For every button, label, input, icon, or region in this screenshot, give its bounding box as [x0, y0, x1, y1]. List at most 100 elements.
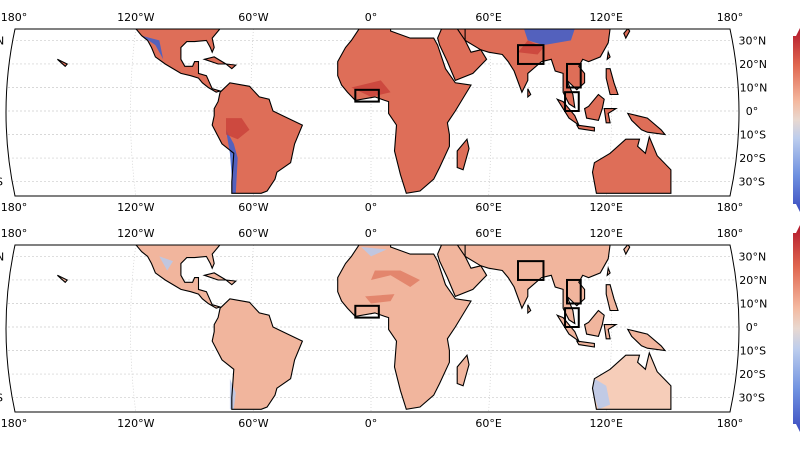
longitude-label-bottom: 180°	[1, 417, 28, 430]
landmass-madagascar	[457, 355, 469, 386]
coastline-borneo	[583, 309, 605, 338]
latitude-label: 20°S	[739, 368, 765, 381]
longitude-label-bottom: 120°E	[589, 417, 622, 430]
landmass-australia	[592, 352, 671, 410]
latitude-label: 30°S	[739, 176, 765, 189]
longitude-label-bottom: 120°E	[589, 201, 622, 214]
landmass-north-america	[135, 245, 221, 309]
coastline-philippines	[605, 68, 619, 96]
coastline-sri-lanka	[527, 304, 532, 315]
landmass-java	[576, 125, 595, 131]
coastline-new-guinea	[626, 328, 667, 352]
coastline-borneo	[583, 93, 605, 122]
longitude-gridline	[488, 245, 492, 412]
longitude-label-bottom: 60°E	[475, 201, 501, 214]
longitude-label-bottom: 180°	[1, 201, 28, 214]
landmass-africa	[337, 245, 471, 410]
latitude-label: 30°N	[739, 34, 767, 47]
coastline-sumatra	[555, 98, 581, 127]
landmass-borneo	[584, 94, 605, 121]
latitude-label-left-clipped: N	[0, 250, 4, 263]
landmass-java	[576, 341, 595, 347]
landmass-africa	[337, 29, 471, 194]
coastline-africa	[337, 29, 472, 194]
latitude-label: 10°S	[740, 129, 766, 142]
latitude-label: 20°S	[739, 152, 765, 165]
coastline-hispaniola	[224, 279, 238, 286]
landmass-south-america	[212, 298, 303, 410]
longitude-label-top: 180°	[717, 11, 744, 24]
longitude-label-top: 180°	[1, 11, 28, 24]
coastline-hawaii	[57, 58, 69, 68]
map-area	[6, 29, 739, 196]
longitude-label-bottom: 0°	[365, 417, 378, 430]
coastline-sulawesi	[603, 108, 618, 124]
landmass-arabia	[437, 29, 487, 81]
longitude-gridline	[130, 29, 137, 196]
coastline-north-america	[134, 245, 223, 309]
colorbar	[793, 225, 800, 432]
longitude-label-top: 60°E	[475, 227, 501, 240]
longitude-label-bottom: 60°E	[475, 417, 501, 430]
longitude-label-top: 60°W	[238, 11, 268, 24]
longitude-label-bottom: 0°	[365, 201, 378, 214]
coastline-taiwan	[606, 266, 611, 277]
warm-anomaly-patch	[518, 40, 544, 55]
longitude-label-top: 180°	[1, 227, 28, 240]
study-region-box	[354, 304, 380, 319]
landmass-sumatra	[557, 99, 579, 126]
coastline-africa	[337, 245, 472, 410]
landmass-madagascar	[457, 139, 469, 170]
cold-anomaly-patch	[159, 256, 173, 271]
cold-anomaly-patch	[592, 378, 611, 410]
landmass-new-guinea	[627, 329, 665, 351]
warm-anomaly-patch	[371, 270, 420, 287]
landmass-arabia	[437, 245, 487, 297]
coastline-sri-lanka	[527, 88, 532, 99]
longitude-label-top: 120°E	[589, 227, 622, 240]
landmass-borneo	[584, 310, 605, 337]
longitude-label-top: 180°	[717, 227, 744, 240]
landmass-sumatra	[557, 315, 579, 342]
landmass-sulawesi	[604, 324, 616, 339]
coastline-south-america	[211, 298, 304, 410]
landmass-cuba	[204, 56, 226, 64]
landmass-new-guinea	[627, 113, 665, 135]
longitude-label-top: 0°	[365, 11, 378, 24]
coastline-java	[575, 124, 595, 132]
coastline-japan	[623, 29, 631, 40]
cold-anomaly-patch	[361, 247, 387, 257]
coastline-asia	[456, 245, 611, 325]
longitude-gridline	[130, 245, 137, 412]
landmass-cuba	[204, 272, 226, 280]
warm-anomaly-patch	[226, 118, 250, 140]
coastline-north-america	[134, 29, 223, 93]
map-frame	[5, 244, 740, 413]
latitude-label: 0°	[746, 105, 759, 118]
coastline-arabia	[437, 29, 488, 82]
longitude-label-top: 60°E	[475, 11, 501, 24]
landmass-south-america	[212, 82, 303, 194]
coastline-taiwan	[606, 50, 611, 61]
warm-anomaly-patch	[351, 80, 391, 97]
latitude-label-left-clipped: S	[0, 176, 3, 189]
coastline-south-america	[211, 82, 304, 194]
coastline-sumatra	[555, 314, 581, 343]
study-region-box	[566, 62, 582, 89]
bottom-map: 180° 180° 120°W 120°W 60°W 60°W 0° 0° 60°E 60°E 12…	[0, 225, 800, 432]
longitude-label-top: 120°W	[117, 11, 154, 24]
coastline-sulawesi	[603, 324, 618, 340]
map-frame	[5, 28, 740, 197]
longitude-label-top: 0°	[365, 227, 378, 240]
latitude-label-left-clipped: S	[0, 392, 3, 405]
latitude-label: 10°S	[740, 345, 766, 358]
cold-anomaly-patch	[226, 129, 238, 194]
coastline-australia	[591, 135, 672, 194]
coastline-new-guinea	[626, 112, 667, 136]
longitude-gridline	[488, 29, 492, 196]
longitude-label-bottom: 60°W	[238, 417, 268, 430]
study-region-box	[517, 260, 545, 281]
longitude-label-top: 120°E	[589, 11, 622, 24]
cold-anomaly-patch	[141, 35, 164, 60]
study-region-box	[517, 44, 545, 65]
